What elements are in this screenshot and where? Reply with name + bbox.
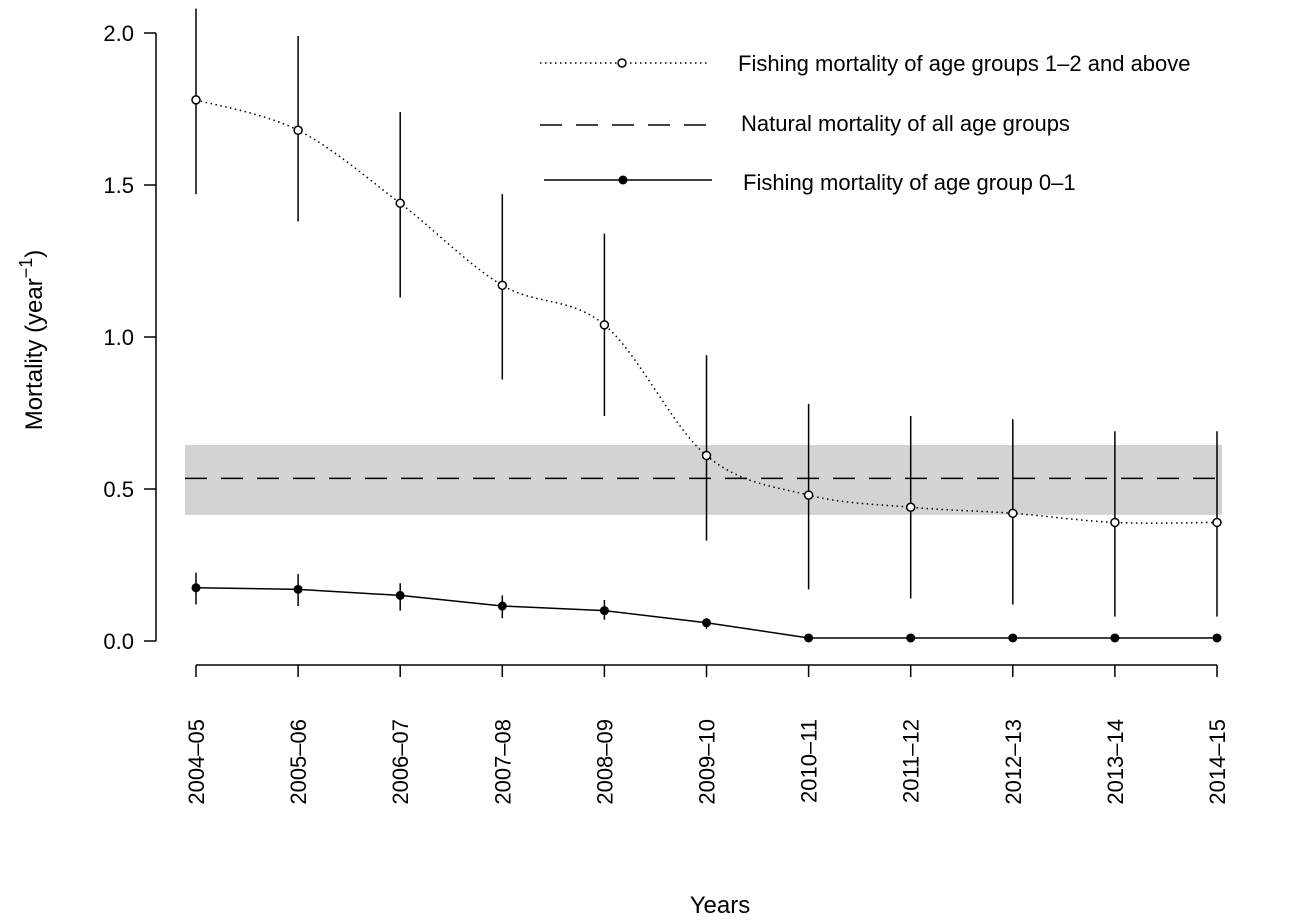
- adult-data-point: [701, 450, 712, 461]
- series-adult-fishing-mortality: [191, 8, 1222, 617]
- adult-data-point: [293, 125, 303, 136]
- legend-label-adult: Fishing mortality of age groups 1–2 and …: [738, 51, 1191, 76]
- legend-swatch-adult-marker: [617, 58, 627, 68]
- adult-data-point: [1212, 517, 1222, 528]
- x-tick-label: 2005–06: [286, 719, 311, 805]
- y-tick-label: 0.5: [103, 477, 134, 502]
- adult-data-point: [905, 502, 916, 512]
- adult-data-point: [191, 95, 201, 105]
- juvenile-data-point: [804, 633, 814, 643]
- juvenile-data-point: [1212, 633, 1222, 643]
- x-tick-label: 2008–09: [592, 719, 617, 805]
- x-tick-label: 2009–10: [695, 719, 720, 805]
- adult-data-point: [599, 320, 610, 330]
- legend-label-juvenile: Fishing mortality of age group 0–1: [743, 170, 1076, 195]
- juvenile-data-point: [1110, 633, 1120, 643]
- juvenile-data-point: [395, 590, 405, 600]
- x-tick-label: 2012–13: [1001, 719, 1026, 805]
- juvenile-data-point: [1008, 633, 1018, 643]
- juvenile-data-point: [906, 633, 916, 643]
- adult-data-point: [803, 490, 814, 500]
- legend-item-adult: Fishing mortality of age groups 1–2 and …: [540, 51, 1191, 76]
- x-tick-label: 2006–07: [388, 719, 413, 805]
- legend-item-juvenile: Fishing mortality of age group 0–1: [544, 170, 1076, 195]
- x-axis-title: Years: [690, 892, 751, 919]
- x-tick-label: 2007–08: [490, 719, 515, 805]
- x-tick-label: 2004–05: [184, 719, 209, 805]
- y-tick-label: 0.0: [103, 629, 134, 654]
- y-tick-label: 1.5: [103, 173, 134, 198]
- juvenile-data-point: [293, 584, 303, 594]
- x-tick-label: 2011–12: [899, 719, 924, 803]
- legend-swatch-juvenile-marker: [618, 175, 628, 185]
- adult-data-point: [497, 280, 508, 291]
- y-axis-title-close: ): [21, 250, 48, 258]
- legend-label-natural: Natural mortality of all age groups: [741, 111, 1070, 136]
- y-axis-title: Mortality (year−1): [16, 250, 48, 431]
- adult-data-point: [1110, 517, 1120, 528]
- x-tick-label: 2013–14: [1103, 719, 1128, 805]
- y-tick-label: 2.0: [103, 21, 134, 46]
- y-axis-title-main: Mortality (year: [21, 278, 48, 430]
- series-juvenile-fishing-mortality: [191, 572, 1222, 643]
- x-axis: 2004–05 2005–06 2006–07 2007–08 2008–09 2009–…: [184, 664, 1230, 805]
- adult-data-point: [1008, 508, 1018, 519]
- y-axis-title-superscript: −1: [16, 258, 36, 279]
- juvenile-data-point: [599, 606, 609, 616]
- legend-item-natural: Natural mortality of all age groups: [540, 111, 1070, 136]
- y-axis: 0.0 0.5 1.0 1.5 2.0: [103, 21, 157, 654]
- x-tick-label: 2010–11: [797, 719, 822, 803]
- juvenile-data-point: [497, 601, 507, 611]
- legend: Fishing mortality of age groups 1–2 and …: [540, 51, 1191, 195]
- x-tick-label: 2014–15: [1205, 719, 1230, 805]
- juvenile-series-line: [195, 587, 1217, 639]
- juvenile-data-point: [191, 583, 201, 593]
- juvenile-data-point: [702, 618, 711, 628]
- adult-data-point: [395, 198, 405, 208]
- y-tick-label: 1.0: [103, 325, 134, 350]
